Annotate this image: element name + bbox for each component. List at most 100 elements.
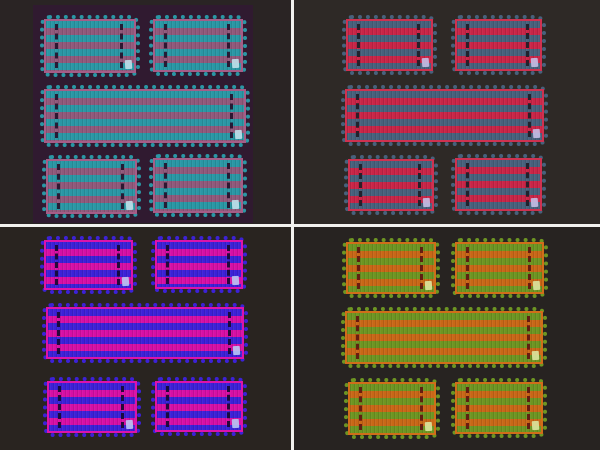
eyelet-column-left-icon <box>58 386 61 428</box>
eyelet-column-right-icon <box>420 387 423 430</box>
corner-tag <box>125 200 134 211</box>
eyelet-column-right-icon <box>527 316 530 359</box>
corner-tag <box>532 128 541 139</box>
corner-tag <box>531 420 540 431</box>
placemat-stripes <box>346 19 433 71</box>
eyelet-column-right-icon <box>528 247 531 289</box>
placemat-small <box>42 155 141 218</box>
eyelet-column-left-icon <box>55 24 58 68</box>
placemat-small <box>40 236 137 294</box>
placemat-small <box>43 377 141 437</box>
eyelet-column-left-icon <box>359 164 362 206</box>
eyelet-column-right-icon <box>230 94 233 138</box>
eyelet-column-right-icon <box>227 24 230 67</box>
eyelet-column-right-icon <box>227 245 230 284</box>
corner-tag <box>231 199 240 210</box>
corner-tag <box>530 57 539 68</box>
placemat-runner <box>341 307 547 368</box>
placemat-stripes <box>44 240 133 290</box>
corner-tag <box>231 275 240 286</box>
eyelet-column-right-icon <box>227 386 230 427</box>
eyelet-column-left-icon <box>55 245 58 285</box>
corner-tag <box>234 129 243 140</box>
photo-teal-mauve-set <box>0 0 291 224</box>
placemat-small <box>344 155 438 215</box>
placemat-runner <box>42 303 248 363</box>
eyelet-column-left-icon <box>466 163 469 206</box>
placemat-small <box>451 154 546 215</box>
eyelet-column-left-icon <box>466 247 469 289</box>
eyelet-column-right-icon <box>121 386 124 428</box>
placemat-runner <box>341 85 548 146</box>
placemat-stripes <box>153 19 243 72</box>
corner-tag <box>232 345 241 356</box>
placemat-stripes <box>345 311 543 364</box>
corner-tag <box>421 57 430 68</box>
placemat-stripes <box>348 382 436 435</box>
eyelet-column-right-icon <box>527 387 530 429</box>
placemat-stripes <box>455 242 544 294</box>
corner-tag <box>231 418 240 429</box>
eyelet-column-left-icon <box>57 312 60 354</box>
eyelet-column-left-icon <box>57 164 60 209</box>
placemat-stripes <box>455 19 542 71</box>
eyelet-column-left-icon <box>166 245 169 284</box>
placemat-stripes <box>46 159 137 214</box>
corner-tag <box>424 280 433 291</box>
placemat-small <box>149 154 247 217</box>
placemat-stripes <box>155 240 243 289</box>
placemat-stripes <box>348 159 434 211</box>
corner-tag <box>231 58 240 69</box>
eyelet-column-right-icon <box>420 247 423 289</box>
eyelet-column-right-icon <box>528 94 531 137</box>
eyelet-column-right-icon <box>418 164 421 206</box>
eyelet-column-right-icon <box>121 164 124 209</box>
eyelet-column-right-icon <box>526 24 529 66</box>
eyelet-column-right-icon <box>417 24 420 66</box>
corner-tag <box>424 421 433 432</box>
eyelet-column-left-icon <box>164 24 167 67</box>
placemat-small <box>151 236 247 293</box>
placemat-small <box>451 238 548 298</box>
divider-horizontal <box>0 224 600 227</box>
placemat-stripes <box>345 89 544 142</box>
placemat-small <box>40 15 140 77</box>
corner-tag <box>532 280 541 291</box>
placemat-small <box>342 238 440 298</box>
corner-tag <box>125 419 134 430</box>
eyelet-column-right-icon <box>228 312 231 354</box>
eyelet-column-left-icon <box>356 94 359 137</box>
corner-tag <box>422 197 431 208</box>
placemat-small <box>151 377 247 436</box>
eyelet-column-right-icon <box>526 163 529 206</box>
eyelet-column-left-icon <box>357 247 360 289</box>
eyelet-column-left-icon <box>357 24 360 66</box>
corner-tag <box>124 59 133 70</box>
corner-tag <box>530 197 539 208</box>
eyelet-column-left-icon <box>466 387 469 429</box>
photo-violet-magenta-set <box>0 227 291 450</box>
eyelet-column-left-icon <box>359 387 362 430</box>
placemat-small <box>342 15 437 75</box>
eyelet-column-right-icon <box>120 24 123 68</box>
placemat-stripes <box>46 307 244 359</box>
placemat-runner <box>40 85 250 147</box>
placemat-stripes <box>47 381 137 433</box>
eyelet-column-left-icon <box>55 94 58 138</box>
eyelet-column-left-icon <box>466 24 469 66</box>
eyelet-column-left-icon <box>164 163 167 208</box>
corner-tag <box>531 350 540 361</box>
photo-crimson-blue-set <box>294 0 600 224</box>
placemat-small <box>149 15 247 76</box>
placemat-stripes <box>455 382 543 434</box>
placemat-small <box>451 378 547 438</box>
eyelet-column-left-icon <box>356 316 359 359</box>
placemat-stripes <box>455 158 542 211</box>
placemat-stripes <box>44 19 136 73</box>
placemat-small <box>451 15 546 75</box>
placemat-stripes <box>153 158 243 213</box>
placemat-stripes <box>44 89 246 143</box>
corner-tag <box>121 276 130 287</box>
placemat-small <box>344 378 440 439</box>
